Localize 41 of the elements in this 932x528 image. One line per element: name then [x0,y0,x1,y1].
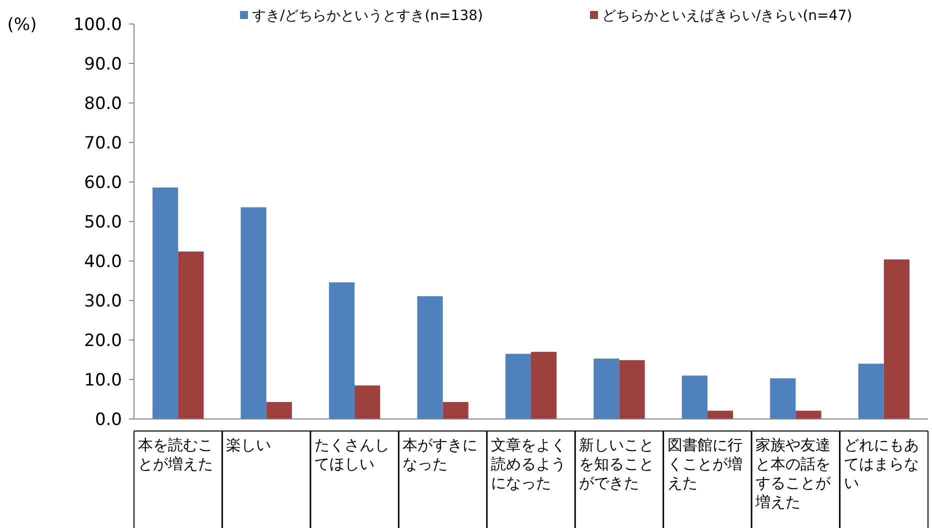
bar [417,296,443,419]
y-tick-label: 90.0 [84,54,122,74]
x-tick-label: どれにもあてはまらない [844,436,919,492]
bar [442,402,468,419]
y-tick-label: 10.0 [84,370,122,390]
bar [884,259,910,419]
bar [707,410,734,419]
y-tick-label: 40.0 [84,252,122,272]
bar [240,207,266,419]
bar [531,352,557,419]
y-tick-label: 30.0 [84,291,122,312]
bar [770,378,796,419]
bar [619,360,645,419]
x-tick-label: 新しいことを知ることができた [579,436,654,492]
legend-label: すき/どちらかというとすき(n=138) [252,8,483,24]
bar [354,385,380,419]
bar [266,402,292,419]
legend-label: どちらかといえばきらい/きらい(n=47) [602,8,852,24]
bar [178,252,204,419]
bar [858,364,884,419]
x-tick-label: 家族や友達と本の話をすることが増えた [754,436,832,511]
bar [505,354,531,419]
y-tick-label: 20.0 [84,330,122,351]
bar [328,282,355,419]
x-tick-label: 本を読むことが増えた [138,436,213,473]
bar [152,188,178,419]
y-tick-label: 0.0 [94,410,122,430]
y-tick-label: 100.0 [73,14,122,35]
bar [796,410,822,419]
y-tick-label: 80.0 [84,94,122,114]
x-tick-label: たくさんしてほしい [314,436,390,473]
x-tick-label: 楽しい [226,436,272,454]
y-tick-label: 70.0 [84,133,122,154]
bar [594,358,620,419]
x-tick-label: 本がすきになった [402,436,478,473]
y-tick-label: 60.0 [84,172,122,193]
x-tick-label: 文章をよく読めるようになった [490,436,566,492]
y-axis-title: (%) [7,15,37,35]
y-tick-label: 50.0 [84,212,122,232]
x-tick-label: 図書館に行くことが増えた [667,436,742,492]
bar [682,376,708,419]
